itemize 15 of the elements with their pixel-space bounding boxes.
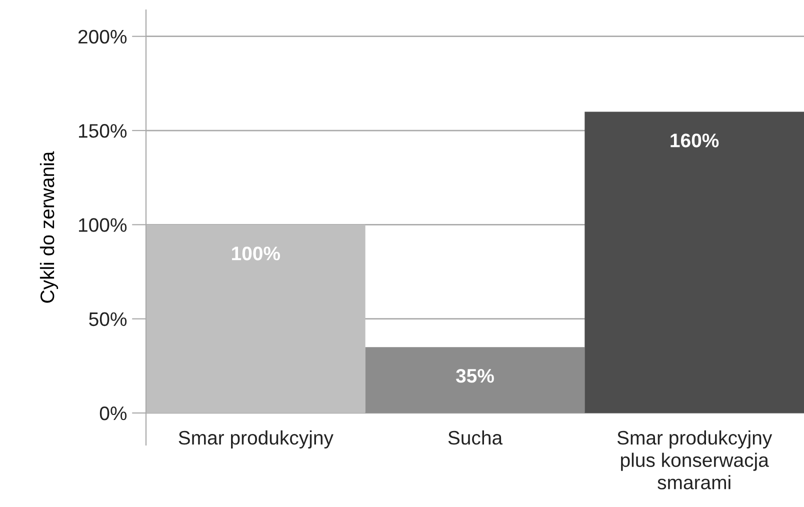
y-axis-title: Cykli do zerwania: [40, 151, 58, 303]
y-tick-label: 0%: [100, 406, 127, 420]
y-tick-label: 100%: [79, 218, 127, 232]
x-tick-label: Smar produkcyjny plus konserwacja smarami: [617, 430, 772, 490]
x-tick-label: Sucha: [448, 430, 503, 445]
x-tick-label: Smar produkcyjny: [178, 430, 334, 449]
y-tick-label: 150%: [79, 124, 127, 138]
y-tick-label: 200%: [78, 30, 127, 44]
bar: [365, 347, 585, 413]
data-label: 100%: [232, 246, 280, 260]
data-label: 160%: [670, 134, 719, 148]
bar: [584, 112, 804, 413]
data-label: 35%: [456, 368, 494, 383]
y-tick-label: 50%: [89, 312, 127, 326]
bar: [146, 224, 366, 413]
